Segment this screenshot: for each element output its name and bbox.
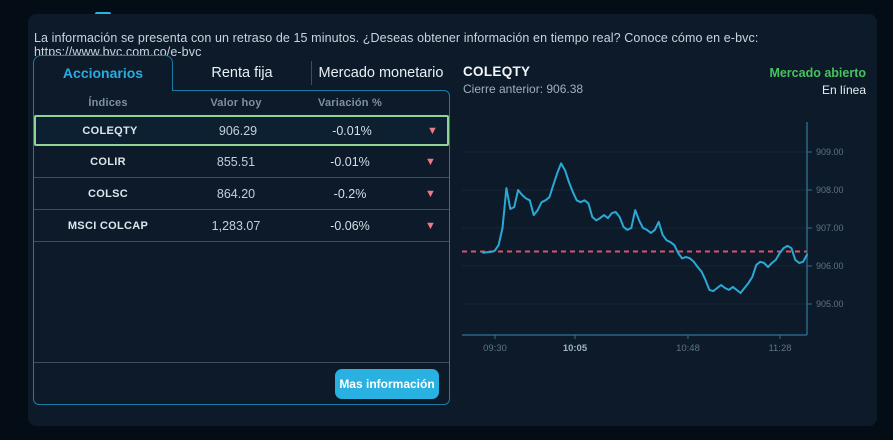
- index-name: COLIR: [90, 155, 126, 168]
- table-footer: Mas información: [34, 362, 449, 404]
- selected-index-title: COLEQTY: [463, 64, 531, 79]
- index-value: 906.29: [218, 123, 258, 138]
- table-row-msci-colcap[interactable]: MSCI COLCAP 1,283.07 -0.06% ▼: [34, 210, 449, 242]
- online-status-text: En línea: [821, 83, 866, 97]
- down-triangle-icon: ▼: [425, 219, 436, 232]
- column-header-variacion: Variación %: [318, 97, 382, 109]
- market-status-text: Mercado abierto: [769, 66, 866, 80]
- intraday-chart: 909.00 908.00 907.00 906.00 905.00 09:30 10:05…: [460, 120, 880, 355]
- down-triangle-icon: ▼: [427, 124, 438, 137]
- market-widget-card: La información se presenta con un retras…: [28, 14, 877, 426]
- table-header-row: Índices Valor hoy Variación %: [34, 91, 449, 115]
- column-header-indices: Índices: [88, 97, 128, 109]
- more-info-button[interactable]: Mas información: [335, 368, 439, 399]
- x-tick-label: 09:30: [483, 343, 507, 354]
- tab-accionarios[interactable]: Accionarios: [33, 54, 173, 91]
- down-triangle-icon: ▼: [425, 187, 436, 200]
- y-tick-label: 907.00: [816, 223, 844, 233]
- index-name: COLEQTY: [82, 124, 138, 137]
- table-row-coleqty[interactable]: COLEQTY 906.29 -0.01% ▼: [34, 115, 449, 146]
- indices-panel: Accionarios Renta fija Mercado monetario…: [33, 54, 450, 405]
- previous-close-label: Cierre anterior: 906.38: [463, 82, 584, 96]
- y-tick-label: 906.00: [816, 261, 844, 271]
- y-tick-label: 905.00: [816, 299, 844, 309]
- price-line-series: [482, 162, 808, 294]
- tab-divider: [311, 60, 312, 85]
- intraday-chart-svg: 909.00 908.00 907.00 906.00 905.00 09:30 10:05…: [462, 122, 844, 354]
- index-variation: -0.01%: [332, 123, 372, 138]
- tab-renta-fija[interactable]: Renta fija: [211, 64, 273, 81]
- chart-header: COLEQTY Cierre anterior: 906.38: [463, 64, 583, 96]
- y-tick-label: 909.00: [816, 147, 844, 157]
- x-tick-label: 10:05: [563, 343, 588, 354]
- market-status-block: Mercado abierto En línea: [769, 66, 866, 97]
- index-name: MSCI COLCAP: [67, 219, 149, 232]
- index-variation: -0.06%: [330, 218, 370, 233]
- table-row-colir[interactable]: COLIR 855.51 -0.01% ▼: [34, 146, 449, 178]
- x-tick-label: 11:28: [768, 343, 791, 354]
- y-tick-label: 908.00: [816, 185, 844, 195]
- x-tick-label: 10:48: [676, 343, 700, 354]
- column-header-valor-hoy: Valor hoy: [210, 97, 262, 109]
- index-value: 855.51: [216, 154, 256, 169]
- panel-tabbar: Accionarios Renta fija Mercado monetario: [33, 54, 450, 91]
- tab-mercado-monetario[interactable]: Mercado monetario: [318, 64, 444, 81]
- indices-table: Índices Valor hoy Variación % COLEQTY 90…: [33, 90, 450, 405]
- index-name: COLSC: [88, 187, 128, 200]
- index-variation: -0.01%: [330, 154, 370, 169]
- table-row-colsc[interactable]: COLSC 864.20 -0.2% ▼: [34, 178, 449, 210]
- index-variation: -0.2%: [333, 186, 367, 201]
- down-triangle-icon: ▼: [425, 155, 436, 168]
- index-value: 1,283.07: [211, 218, 261, 233]
- index-value: 864.20: [216, 186, 256, 201]
